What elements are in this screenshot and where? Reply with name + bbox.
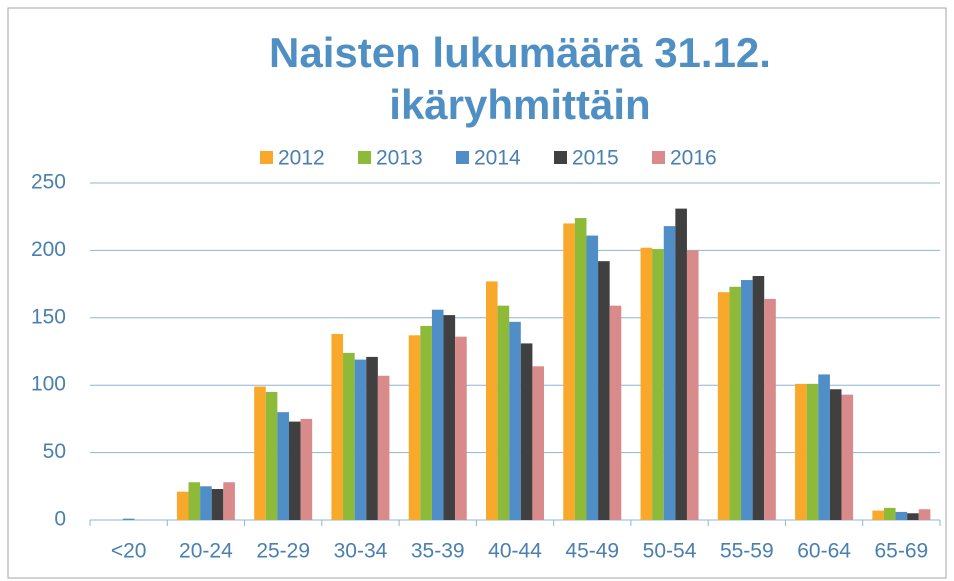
bar bbox=[254, 386, 266, 520]
legend-label: 2012 bbox=[278, 147, 325, 170]
bar bbox=[795, 383, 807, 520]
chart-border bbox=[7, 7, 947, 579]
legend-label: 2014 bbox=[474, 147, 521, 170]
bar bbox=[377, 375, 390, 520]
x-tick-label: 60-64 bbox=[797, 540, 851, 563]
bar bbox=[431, 309, 444, 520]
bar bbox=[509, 321, 521, 520]
x-tick-label: 50-54 bbox=[643, 540, 697, 563]
bar bbox=[288, 421, 301, 520]
bar bbox=[609, 305, 622, 520]
y-tick-label: 50 bbox=[43, 440, 66, 463]
bar bbox=[598, 261, 610, 520]
bar bbox=[764, 298, 776, 520]
bar bbox=[265, 391, 278, 520]
bar bbox=[574, 218, 587, 520]
bar bbox=[806, 383, 819, 520]
bar bbox=[883, 507, 896, 520]
x-tick-label: 40-44 bbox=[488, 540, 542, 563]
bar bbox=[200, 486, 212, 520]
bar bbox=[872, 510, 884, 520]
bar bbox=[752, 276, 765, 520]
x-tick-label: 65-69 bbox=[875, 540, 929, 563]
bar bbox=[895, 511, 908, 520]
bar bbox=[497, 305, 510, 520]
bar bbox=[586, 235, 599, 520]
bar bbox=[122, 518, 135, 520]
bar bbox=[818, 374, 830, 520]
x-tick-label: 55-59 bbox=[720, 540, 774, 563]
bar bbox=[563, 223, 575, 520]
bar bbox=[717, 292, 730, 520]
bar bbox=[420, 325, 432, 520]
bar bbox=[918, 509, 931, 520]
bar bbox=[663, 226, 676, 521]
legend-label: 2013 bbox=[376, 147, 423, 170]
legend-label: 2016 bbox=[670, 147, 717, 170]
bar bbox=[211, 488, 224, 520]
bar bbox=[300, 418, 313, 520]
legend-swatch bbox=[260, 151, 273, 164]
x-tick-label: 20-24 bbox=[179, 540, 233, 563]
bar bbox=[532, 366, 544, 520]
bar bbox=[455, 336, 467, 520]
bar bbox=[223, 482, 235, 520]
x-tick-label: <20 bbox=[111, 540, 147, 563]
x-tick-label: 25-29 bbox=[256, 540, 310, 563]
bar bbox=[829, 389, 842, 520]
x-tick-label: 35-39 bbox=[411, 540, 465, 563]
bar bbox=[675, 208, 687, 520]
x-tick-label: 30-34 bbox=[334, 540, 388, 563]
chart-title: ikäryhmittäin bbox=[389, 81, 650, 128]
bar bbox=[408, 335, 421, 520]
y-tick-label: 0 bbox=[54, 508, 66, 531]
bar bbox=[520, 343, 533, 520]
bar bbox=[729, 286, 742, 520]
x-tick-label: 45-49 bbox=[565, 540, 619, 563]
legend-swatch bbox=[652, 151, 665, 164]
legend-swatch bbox=[358, 151, 371, 164]
y-tick-label: 150 bbox=[31, 305, 66, 328]
bar bbox=[640, 247, 653, 521]
bar bbox=[652, 249, 664, 520]
chart-title: Naisten lukumäärä 31.12. bbox=[269, 29, 771, 76]
bar bbox=[907, 513, 919, 520]
bar bbox=[486, 281, 498, 520]
y-tick-label: 250 bbox=[31, 171, 66, 194]
bar bbox=[354, 359, 367, 520]
bar bbox=[331, 333, 344, 520]
legend-swatch bbox=[456, 151, 469, 164]
y-tick-label: 100 bbox=[31, 373, 66, 396]
bar bbox=[741, 280, 753, 520]
legend-label: 2015 bbox=[572, 147, 619, 170]
bar bbox=[176, 491, 189, 520]
bar bbox=[841, 394, 854, 520]
bar bbox=[188, 482, 201, 520]
bar bbox=[277, 412, 289, 520]
y-tick-label: 200 bbox=[31, 238, 66, 261]
bar bbox=[686, 250, 699, 520]
bar bbox=[343, 352, 355, 520]
bar bbox=[443, 315, 456, 520]
bar bbox=[366, 356, 378, 520]
legend-swatch bbox=[554, 151, 567, 164]
